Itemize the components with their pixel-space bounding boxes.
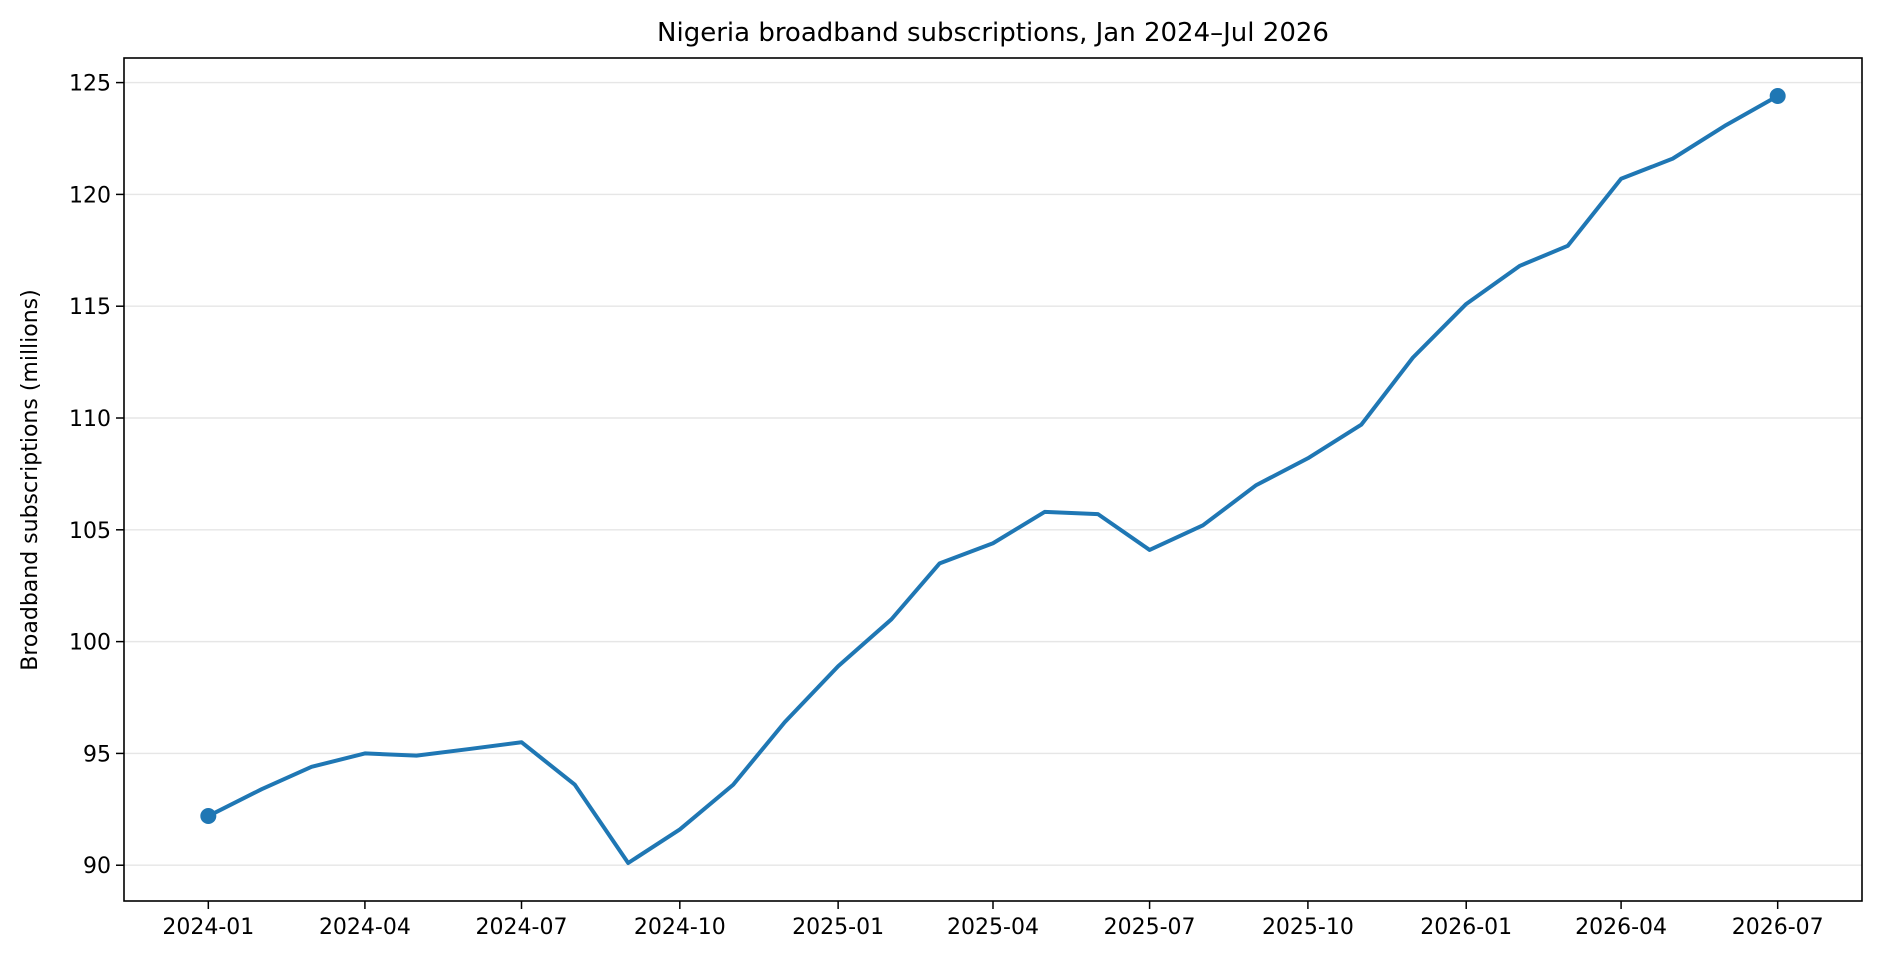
x-tick-label: 2024-04 — [319, 915, 411, 940]
x-tick-label: 2025-01 — [792, 915, 884, 940]
chart-title: Nigeria broadband subscriptions, Jan 202… — [657, 18, 1329, 48]
y-tick-label: 90 — [83, 854, 111, 879]
data-point-marker — [1769, 88, 1786, 105]
x-tick-label: 2024-07 — [476, 915, 568, 940]
x-tick-label: 2024-10 — [634, 915, 726, 940]
x-axis: 2024-01 2024-04 2024-07 2024-10 2025-01 2025-… — [162, 901, 1824, 940]
y-tick-label: 115 — [69, 295, 111, 320]
x-tick-label: 2026-04 — [1575, 915, 1667, 940]
y-tick-label: 120 — [69, 183, 111, 208]
y-tick-label: 105 — [69, 519, 111, 544]
series-line — [206, 94, 1780, 865]
x-tick-label: 2026-07 — [1732, 915, 1824, 940]
x-tick-label: 2025-07 — [1104, 915, 1196, 940]
y-tick-label: 100 — [69, 631, 111, 656]
gridlines — [124, 81, 1862, 866]
y-axis-label: Broadband subscriptions (millions) — [18, 289, 43, 670]
x-tick-label: 2026-01 — [1420, 915, 1512, 940]
x-tick-label: 2024-01 — [162, 915, 254, 940]
series-layer — [200, 88, 1786, 865]
data-point-marker — [200, 808, 217, 825]
y-tick-label: 125 — [69, 72, 111, 97]
y-tick-label: 110 — [69, 407, 111, 432]
x-tick-label: 2025-10 — [1262, 915, 1354, 940]
y-tick-label: 95 — [83, 742, 111, 767]
x-tick-label: 2025-04 — [947, 915, 1039, 940]
y-axis: 90 95 100 105 110 115 120 125 — [69, 72, 124, 879]
